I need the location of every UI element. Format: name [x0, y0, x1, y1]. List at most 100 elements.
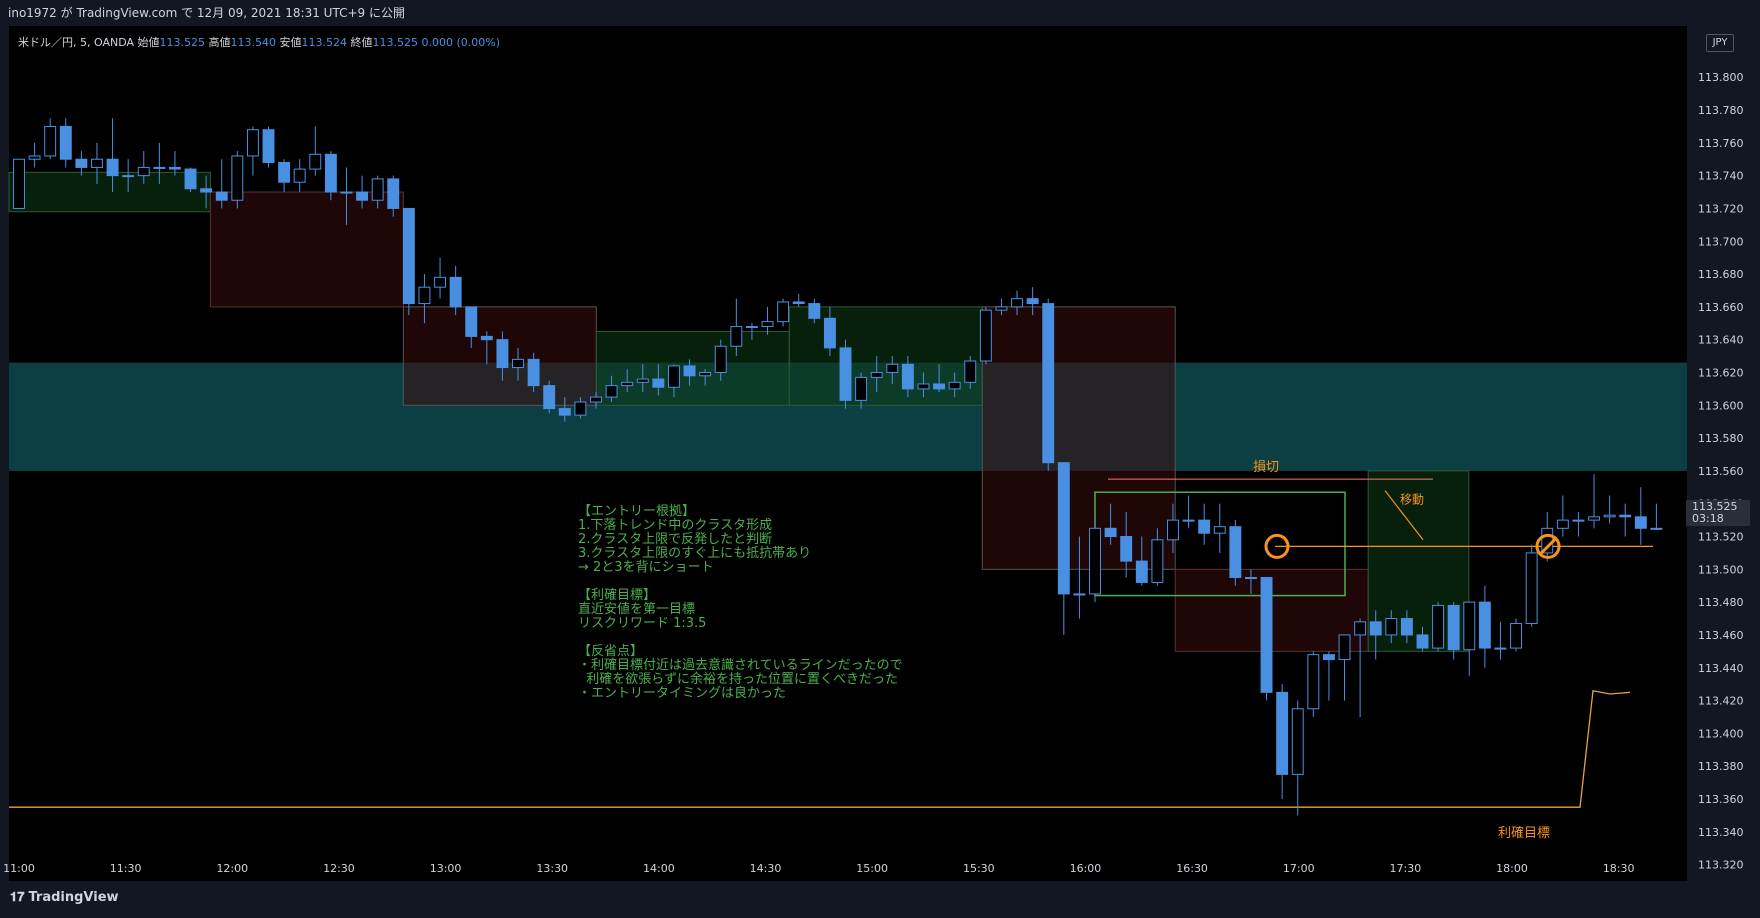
- time-tick: 15:30: [963, 862, 995, 875]
- price-tick: 113.360: [1698, 793, 1744, 806]
- candle-body: [668, 365, 680, 388]
- candle-body: [59, 125, 72, 160]
- last-price: 113.525: [1692, 500, 1738, 513]
- candle-body: [1135, 560, 1148, 583]
- candle-body: [1478, 601, 1491, 649]
- note-line: ・エントリータイミングは良かった: [578, 686, 787, 701]
- candle-body: [91, 158, 103, 168]
- candle-body: [621, 381, 634, 387]
- candle-body: [886, 363, 899, 373]
- publish-info: ino1972 が TradingView.com で 12月 09, 2021…: [8, 6, 405, 20]
- candle-body: [418, 286, 431, 305]
- candle-body: [106, 158, 119, 177]
- candle-body: [964, 360, 977, 383]
- candle-body: [808, 303, 821, 319]
- price-tick: 113.640: [1698, 334, 1744, 347]
- candle-body: [901, 363, 914, 390]
- candle-body: [1213, 526, 1226, 534]
- price-tick: 113.760: [1698, 137, 1744, 150]
- candle-body: [1525, 552, 1538, 624]
- candle-body: [730, 326, 743, 347]
- cluster-box: [209, 191, 404, 308]
- exit-marker-slash: [1539, 538, 1557, 555]
- time-tick: 14:00: [643, 862, 675, 875]
- entry-marker-icon: [1264, 533, 1290, 559]
- candle-body: [1151, 539, 1164, 583]
- candle-body: [137, 166, 150, 177]
- candle-body: [652, 378, 665, 388]
- candle-body: [480, 335, 493, 341]
- open-label: 始値: [137, 36, 160, 49]
- candle-body: [636, 378, 649, 383]
- candle-body: [262, 129, 275, 164]
- price-tick: 113.320: [1698, 859, 1744, 872]
- candle-body: [792, 301, 805, 305]
- price-tick: 113.700: [1698, 235, 1744, 248]
- note-line: 【エントリー根拠】: [578, 504, 696, 519]
- take-profit-line: [9, 689, 1631, 808]
- publish-bar: ino1972 が TradingView.com で 12月 09, 2021…: [0, 0, 1760, 26]
- cluster-box: [981, 306, 1176, 570]
- high-label: 高値: [208, 36, 231, 49]
- candle-body: [356, 191, 369, 201]
- currency-button[interactable]: JPY: [1706, 34, 1734, 52]
- brand-label: TradingView: [28, 890, 119, 905]
- candle-body: [933, 383, 946, 390]
- note-line: 利確を欲張らずに余裕を持った位置に置くべきだった: [578, 672, 899, 687]
- candle-body: [995, 306, 1008, 311]
- candle-body: [855, 376, 868, 401]
- time-tick: 14:30: [750, 862, 782, 875]
- price-axis: [1687, 26, 1760, 881]
- time-tick: 13:30: [536, 862, 568, 875]
- candle-body: [1400, 618, 1413, 636]
- time-tick: 18:30: [1603, 862, 1635, 875]
- candle-body: [387, 178, 400, 209]
- candle-body: [1011, 298, 1023, 308]
- candle-body: [1089, 527, 1101, 595]
- candle-body: [1432, 604, 1445, 649]
- candle-body: [714, 345, 727, 373]
- candle-body: [1385, 618, 1398, 636]
- tradingview-logo-icon: 𝟏𝟕: [10, 890, 25, 905]
- candle-body: [1073, 593, 1086, 596]
- price-tick: 113.680: [1698, 268, 1744, 281]
- candle-body: [44, 125, 57, 157]
- candle-body: [512, 358, 524, 369]
- symbol-label: 米ドル／円, 5, OANDA: [18, 36, 135, 49]
- time-tick: 15:00: [856, 862, 888, 875]
- candle-body: [1057, 462, 1070, 595]
- open-value: 113.525: [159, 36, 206, 49]
- move-arrow: [1384, 490, 1424, 541]
- candle-body: [590, 396, 602, 403]
- close-label: 終値: [350, 36, 373, 49]
- cluster-box: [8, 171, 211, 213]
- candle-body: [1182, 519, 1195, 522]
- candle-body: [979, 309, 992, 362]
- price-tick: 113.480: [1698, 596, 1744, 609]
- candle-body: [1650, 527, 1663, 530]
- candle-body: [1307, 654, 1320, 710]
- candle-body: [1634, 516, 1647, 529]
- time-tick: 16:00: [1070, 862, 1102, 875]
- time-axis: [9, 851, 1687, 881]
- candle-body: [1026, 298, 1039, 305]
- price-tick: 113.420: [1698, 695, 1744, 708]
- candle-body: [1198, 519, 1211, 534]
- chart-legend: 米ドル／円, 5, OANDA 始値113.525 高値113.540 安値11…: [18, 34, 500, 50]
- candle-body: [402, 207, 415, 305]
- price-tick: 113.660: [1698, 301, 1744, 314]
- close-value: 113.525: [372, 36, 419, 49]
- candle-body: [449, 276, 462, 308]
- candle-body: [371, 178, 384, 201]
- candle-body: [293, 168, 306, 183]
- price-tick: 113.440: [1698, 662, 1744, 675]
- note-line: リスクリワード 1:3.5: [578, 616, 707, 631]
- tradingview-brand[interactable]: 𝟏𝟕 TradingView: [10, 890, 119, 905]
- candle-body: [168, 166, 181, 170]
- price-tick: 113.580: [1698, 432, 1744, 445]
- bar-countdown: 03:18: [1692, 512, 1724, 525]
- candle-body: [1338, 634, 1351, 661]
- time-tick: 13:00: [430, 862, 462, 875]
- time-tick: 11:30: [110, 862, 142, 875]
